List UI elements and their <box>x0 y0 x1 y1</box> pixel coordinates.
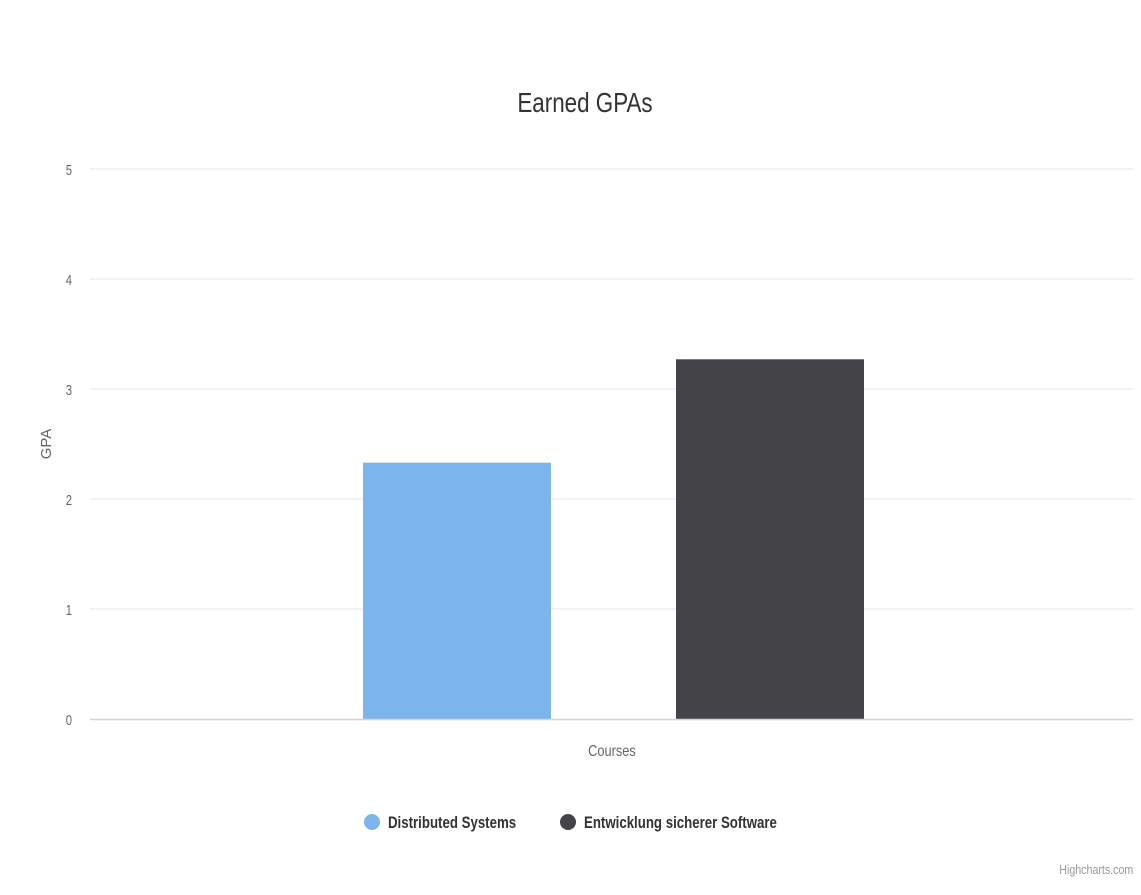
y-axis-label: GPA <box>38 429 55 460</box>
bar[interactable] <box>363 462 551 719</box>
highcharts-credits-link[interactable]: Highcharts.com <box>1058 862 1133 877</box>
y-tick-label: 1 <box>66 601 72 618</box>
y-tick-label: 3 <box>66 381 72 398</box>
y-tick-label: 0 <box>66 711 72 728</box>
y-tick-label: 4 <box>66 271 72 288</box>
legend-marker[interactable] <box>364 814 380 830</box>
y-tick-label: 2 <box>66 491 72 508</box>
x-axis-label: Courses <box>588 743 636 761</box>
chart-title: Earned GPAs <box>517 88 652 119</box>
legend-item-label[interactable]: Distributed Systems <box>388 814 516 833</box>
legend-marker[interactable] <box>560 814 576 830</box>
legend-item-label[interactable]: Entwicklung sicherer Software <box>584 814 777 833</box>
y-tick-label: 5 <box>66 161 72 178</box>
bar[interactable] <box>676 359 864 719</box>
